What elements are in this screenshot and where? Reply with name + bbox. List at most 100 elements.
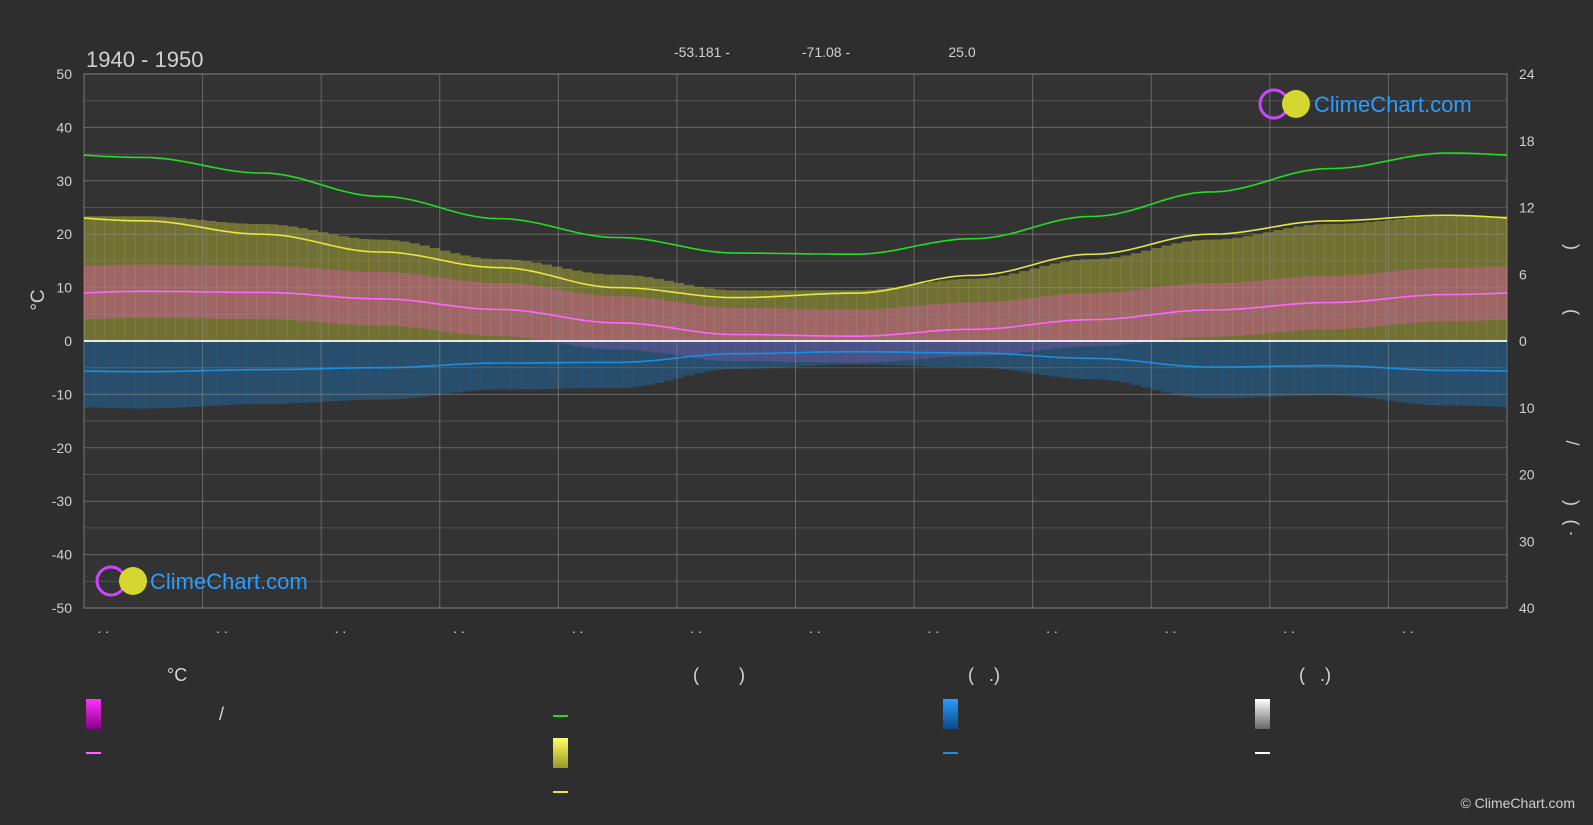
rain-band xyxy=(622,341,634,388)
rain-band xyxy=(134,341,146,409)
sunshine-band xyxy=(1130,253,1142,341)
sunshine-band xyxy=(775,290,786,341)
rain-band xyxy=(256,341,268,405)
rain-band xyxy=(460,341,471,392)
rain-band xyxy=(785,341,796,367)
rain-band xyxy=(1385,341,1396,401)
left-axis-unit: °C xyxy=(28,289,49,310)
legend-temp-range-label: / xyxy=(219,704,225,724)
right-tick-label-mm: 10 xyxy=(1519,400,1535,416)
rain-band xyxy=(1242,341,1254,398)
sunshine-band xyxy=(1100,258,1111,341)
left-tick-label: -20 xyxy=(52,440,72,456)
month-label: . . xyxy=(690,620,702,636)
rain-band xyxy=(307,341,319,403)
sunshine-band xyxy=(1242,236,1254,341)
rain-band xyxy=(1120,341,1132,383)
rain-band xyxy=(886,341,898,366)
rain-band xyxy=(246,341,258,405)
rain-band xyxy=(897,341,908,366)
rain-band xyxy=(988,341,1000,369)
sunshine-band xyxy=(134,216,146,341)
rain-band xyxy=(724,341,735,370)
rain-band xyxy=(1130,341,1142,385)
latitude-label: -53.181 - xyxy=(674,44,730,60)
sunshine-band xyxy=(886,287,898,341)
rain-band xyxy=(876,341,888,365)
rain-band xyxy=(917,341,929,367)
right-tick-label-hours: 24 xyxy=(1519,66,1535,82)
rain-band xyxy=(317,341,329,402)
precipitation-line xyxy=(83,350,1508,373)
sunshine-band xyxy=(500,259,512,341)
sunshine-band xyxy=(1313,224,1325,341)
right-tick-label-hours: 0 xyxy=(1519,333,1527,349)
rain-band xyxy=(846,341,857,365)
rain-band xyxy=(388,341,400,400)
rain-band xyxy=(592,341,603,389)
sunshine-band xyxy=(1364,222,1376,341)
grid xyxy=(84,73,1507,609)
sunshine-band xyxy=(205,221,217,341)
rain-band xyxy=(358,341,369,400)
sunshine-band xyxy=(1171,243,1183,341)
sunshine-band xyxy=(1120,255,1132,341)
sunshine-band xyxy=(1191,240,1203,341)
sunshine-band xyxy=(1405,218,1416,341)
left-tick-label: 30 xyxy=(56,173,72,189)
month-label: . . xyxy=(928,620,940,636)
rain-band xyxy=(866,341,878,365)
rain-band xyxy=(836,341,847,365)
rain-band xyxy=(927,341,939,367)
sunshine-band xyxy=(1019,271,1030,341)
sunshine-band xyxy=(1039,265,1051,341)
sunshine-band xyxy=(602,274,613,341)
sunshine-band xyxy=(1090,259,1101,341)
rain-band xyxy=(815,341,827,366)
right-axis-title: ) ( / ) ( · xyxy=(1562,244,1582,537)
month-label: . . xyxy=(1402,620,1414,636)
rain-band xyxy=(297,341,309,403)
legend-snow-swatch xyxy=(1255,699,1270,729)
elevation-label: 25.0 xyxy=(948,44,975,60)
longitude-label: -71.08 - xyxy=(802,44,851,60)
sunshine-band xyxy=(673,282,685,341)
sunshine-band xyxy=(795,290,807,341)
rain-band xyxy=(1313,341,1325,396)
rain-band xyxy=(378,341,390,400)
rain-band xyxy=(327,341,339,402)
sunshine-band xyxy=(958,278,969,341)
sunshine-band xyxy=(1395,218,1406,341)
rain-band xyxy=(1171,341,1183,395)
legend-header-sun: ( ) xyxy=(693,665,745,685)
sunshine-band xyxy=(744,290,756,341)
left-tick-label: -30 xyxy=(52,493,72,509)
month-label: . . xyxy=(1283,620,1295,636)
sunshine-band xyxy=(1466,216,1477,341)
sunshine-band xyxy=(307,230,319,341)
month-label: . . xyxy=(1046,620,1058,636)
sunshine-band xyxy=(246,223,258,341)
rain-band xyxy=(124,341,136,409)
rain-band xyxy=(1283,341,1294,397)
sunshine-band xyxy=(378,239,390,341)
rain-band xyxy=(1151,341,1162,391)
sunshine-band xyxy=(714,289,725,341)
rain-band xyxy=(998,341,1010,370)
sunshine-band xyxy=(897,286,908,341)
rain-band xyxy=(602,341,613,389)
rain-band xyxy=(1029,341,1040,374)
sunshine-band xyxy=(124,216,136,341)
sunshine-band xyxy=(104,216,115,341)
sunshine-band xyxy=(1324,224,1335,341)
sunshine-band xyxy=(490,259,502,341)
sunshine-band xyxy=(226,222,237,341)
sunshine-band xyxy=(825,290,837,341)
month-label: . . xyxy=(216,620,228,636)
rain-band xyxy=(1435,341,1447,406)
sunshine-band xyxy=(653,278,664,341)
sunshine-band xyxy=(1059,261,1071,341)
sunshine-band xyxy=(1415,217,1427,341)
right-axis-label-3: / xyxy=(1562,440,1582,445)
